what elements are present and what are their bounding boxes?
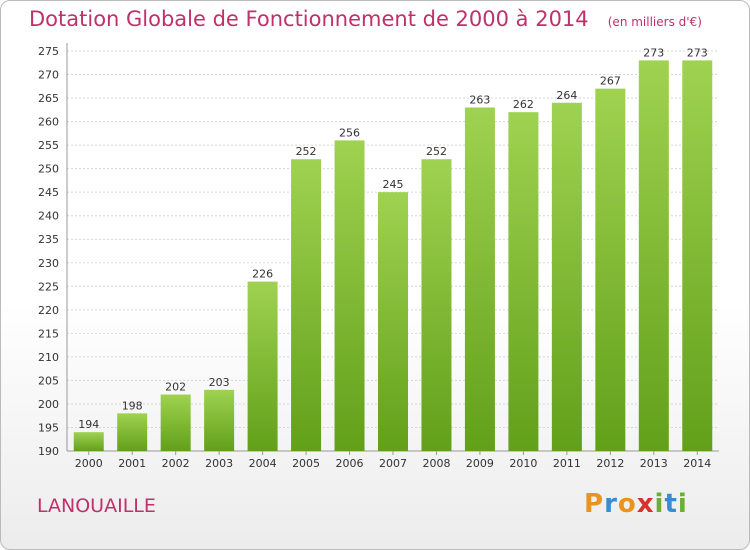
x-tick-label: 2008 — [422, 457, 450, 470]
bar — [291, 159, 322, 451]
data-label: 263 — [469, 93, 490, 106]
data-label: 245 — [383, 178, 404, 191]
x-tick-label: 2006 — [336, 457, 364, 470]
logo-letter: i — [654, 489, 665, 519]
x-tick-label: 2000 — [75, 457, 103, 470]
bar — [160, 394, 191, 451]
data-label: 267 — [600, 75, 621, 88]
data-label: 202 — [165, 381, 186, 394]
bar — [73, 432, 104, 451]
x-tick-label: 2013 — [640, 457, 668, 470]
x-tick-label: 2003 — [205, 457, 233, 470]
y-tick-label: 195 — [38, 421, 59, 434]
y-tick-label: 270 — [38, 69, 59, 82]
labels: 190 195 200 205 210 215 220 225 230 235 240 245 250 2… — [38, 45, 711, 470]
y-tick-label: 215 — [38, 327, 59, 340]
x-tick-label: 2001 — [118, 457, 146, 470]
y-tick-label: 210 — [38, 351, 59, 364]
data-label: 194 — [78, 418, 99, 431]
x-tick-label: 2007 — [379, 457, 407, 470]
bar — [378, 192, 408, 452]
x-tick-label: 2004 — [249, 457, 277, 470]
logo-letter: P — [584, 489, 605, 519]
bar — [595, 88, 626, 451]
bar — [682, 60, 713, 451]
data-label: 198 — [122, 399, 143, 412]
y-tick-label: 260 — [38, 116, 59, 129]
bar — [421, 159, 452, 451]
y-tick-label: 235 — [38, 233, 59, 246]
chart-title: Dotation Globale de Fonctionnement de 20… — [29, 7, 589, 31]
y-tick-label: 245 — [38, 186, 59, 199]
data-label: 273 — [643, 46, 664, 59]
y-tick-label: 230 — [38, 257, 59, 270]
x-tick-label: 2005 — [292, 457, 320, 470]
logo-letter: o — [617, 489, 637, 519]
bar — [247, 281, 278, 451]
y-tick-label: 275 — [38, 45, 59, 58]
data-label: 203 — [209, 376, 230, 389]
y-tick-label: 225 — [38, 280, 59, 293]
bar — [204, 389, 235, 451]
data-label: 226 — [252, 268, 273, 281]
x-tick-label: 2014 — [683, 457, 711, 470]
y-tick-label: 265 — [38, 92, 59, 105]
chart-unit: (en milliers d'€) — [607, 15, 702, 29]
data-label: 273 — [687, 46, 708, 59]
bar — [551, 102, 582, 451]
data-label: 252 — [296, 145, 317, 158]
y-tick-label: 205 — [38, 374, 59, 387]
x-tick-label: 2002 — [162, 457, 190, 470]
bar — [334, 140, 365, 452]
bar — [508, 112, 539, 452]
x-tick-label: 2009 — [466, 457, 494, 470]
x-tick-label: 2011 — [553, 457, 581, 470]
y-tick-label: 250 — [38, 163, 59, 176]
logo-letter: x — [636, 489, 655, 519]
logo-letter: r — [604, 489, 618, 519]
logo-letter: i — [677, 489, 688, 519]
proxiti-logo[interactable]: Proxiti — [584, 489, 688, 519]
y-tick-label: 240 — [38, 210, 59, 223]
y-tick-label: 220 — [38, 304, 59, 317]
bars — [73, 60, 713, 452]
title-row: Dotation Globale de Fonctionnement de 20… — [29, 7, 702, 31]
data-label: 262 — [513, 98, 534, 111]
x-tick-label: 2010 — [509, 457, 537, 470]
bar — [464, 107, 495, 452]
data-label: 252 — [426, 145, 447, 158]
commune-name: LANOUAILLE — [37, 495, 156, 517]
data-label: 256 — [339, 126, 360, 139]
bar — [638, 60, 669, 451]
y-tick-label: 190 — [38, 445, 59, 458]
y-tick-label: 200 — [38, 398, 59, 411]
data-label: 264 — [556, 89, 577, 102]
x-tick-label: 2012 — [596, 457, 624, 470]
logo-letter: t — [664, 489, 678, 519]
y-tick-label: 255 — [38, 139, 59, 152]
bar — [117, 413, 148, 451]
